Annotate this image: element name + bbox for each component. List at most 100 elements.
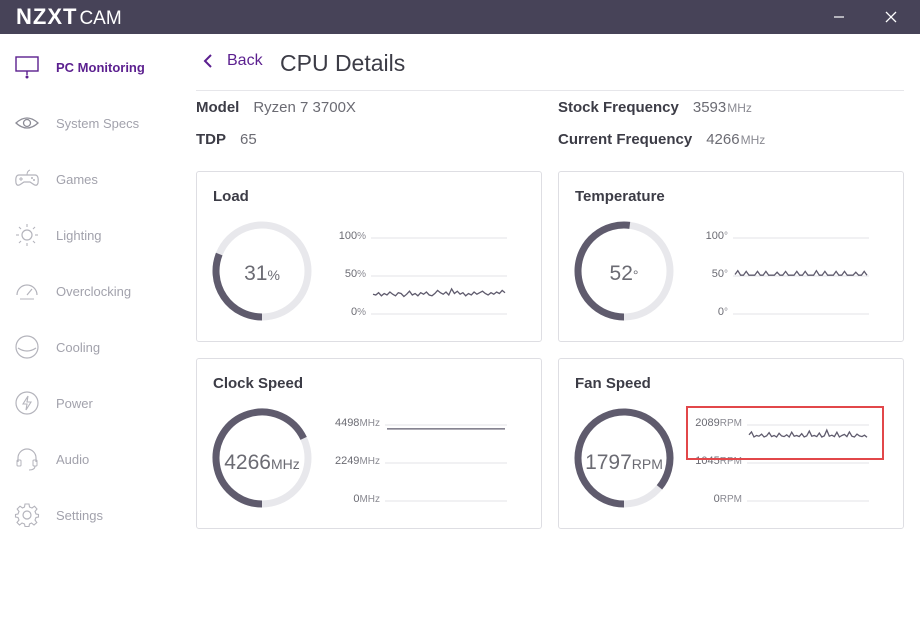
card-title: Load xyxy=(213,188,249,205)
chart-tick: 100% xyxy=(338,230,366,242)
spec-label: TDP xyxy=(196,131,226,148)
sidebar-item-label: Settings xyxy=(56,507,103,523)
eye-icon xyxy=(15,117,39,129)
chart-tick: 0RPM xyxy=(713,493,742,505)
chart-series-line xyxy=(748,428,868,439)
sidebar-item-label: Overclocking xyxy=(56,283,132,299)
spec-current-frequency: Current Frequency 4266 MHz xyxy=(558,131,765,148)
card-title: Clock Speed xyxy=(213,375,304,392)
app-logo: NZXT CAM xyxy=(16,4,122,30)
load-chart xyxy=(371,237,507,315)
sidebar-item-label: Cooling xyxy=(56,339,101,355)
sidebar-item-label: Games xyxy=(56,171,98,187)
minimize-button[interactable] xyxy=(816,0,862,34)
gauge-unit: MHz xyxy=(270,456,300,472)
spec-unit: MHz xyxy=(727,101,752,115)
temperature-chart xyxy=(733,237,869,315)
gear-icon xyxy=(14,503,40,528)
clock-speed-card: Clock Speed 4266MHz xyxy=(196,358,542,529)
gauge-number: 4266 xyxy=(224,451,271,474)
chart-series-line xyxy=(734,269,868,276)
spec-model: Model Ryzen 7 3700X xyxy=(196,99,356,116)
sun-icon xyxy=(16,224,38,246)
gauge-unit: ° xyxy=(632,267,639,283)
gauge-value: 31% xyxy=(209,262,315,286)
sidebar-item-system-specs[interactable]: System Specs xyxy=(14,105,174,141)
chart-tick: 2089RPM xyxy=(695,417,742,429)
minimize-icon xyxy=(834,16,844,18)
sidebar-item-lighting[interactable]: Lighting xyxy=(14,217,174,253)
gauge-number: 52 xyxy=(609,262,633,285)
chart-tick: 0MHz xyxy=(353,493,380,505)
monitor-icon xyxy=(15,56,39,79)
chart-tick: 0% xyxy=(350,306,366,318)
cooling-icon xyxy=(15,335,39,359)
spec-stock-frequency: Stock Frequency 3593 MHz xyxy=(558,99,752,116)
close-icon xyxy=(885,11,897,23)
chart-tick: 100° xyxy=(705,230,728,242)
sidebar-item-label: Power xyxy=(56,395,93,411)
gauge-fill xyxy=(574,221,631,321)
title-bar: NZXT CAM xyxy=(0,0,920,34)
highlight-box xyxy=(686,406,884,460)
gauge-fill xyxy=(212,408,307,508)
chart-tick: 0° xyxy=(717,306,728,318)
spec-value: Ryzen 7 3700X xyxy=(253,99,356,116)
spec-value: 3593 xyxy=(692,99,727,116)
gamepad-icon xyxy=(15,169,39,186)
speedometer-icon xyxy=(16,284,38,300)
headset-icon xyxy=(16,448,38,471)
sidebar-item-settings[interactable]: Settings xyxy=(14,497,174,533)
gauge-fill xyxy=(212,252,263,321)
spec-label: Current Frequency xyxy=(558,131,693,148)
clock-speed-gauge xyxy=(212,408,312,508)
spec-unit: MHz xyxy=(740,133,766,147)
sidebar-item-power[interactable]: Power xyxy=(14,385,174,421)
spec-value: 4266 xyxy=(706,131,740,148)
card-title: Temperature xyxy=(575,188,665,205)
logo-brand: NZXT xyxy=(16,4,78,29)
chart-tick: 2249MHz xyxy=(334,455,380,467)
sidebar-item-overclocking[interactable]: Overclocking xyxy=(14,273,174,309)
sidebar-item-pc-monitoring[interactable]: PC Monitoring xyxy=(14,49,174,85)
chevron-left-icon xyxy=(203,54,212,68)
sidebar-item-label: Lighting xyxy=(56,227,102,243)
gauge-number: 31 xyxy=(244,262,268,285)
back-label: Back xyxy=(227,52,263,69)
fan-speed-card: Fan Speed 1797RPM xyxy=(558,358,904,529)
temperature-card: Temperature 52° xyxy=(558,171,904,342)
spec-label: Stock Frequency xyxy=(558,99,679,116)
chart-series-line xyxy=(372,287,506,298)
logo-name: CAM xyxy=(79,8,122,29)
sidebar-item-label: System Specs xyxy=(56,115,140,131)
gauge-value: 1797RPM xyxy=(571,451,677,475)
temperature-gauge xyxy=(574,221,674,321)
sidebar: PC Monitoring System Specs Games Lightin… xyxy=(0,34,180,640)
sidebar-item-label: Audio xyxy=(56,451,90,467)
gauge-number: 1797 xyxy=(585,451,632,474)
spec-tdp: TDP 65 xyxy=(196,131,257,148)
chart-tick: 4498MHz xyxy=(334,417,380,429)
fan-speed-chart xyxy=(747,424,869,502)
card-title: Fan Speed xyxy=(575,375,651,392)
gauge-fill xyxy=(574,408,674,508)
back-button[interactable]: Back xyxy=(203,52,263,70)
sidebar-item-games[interactable]: Games xyxy=(14,161,174,197)
spec-value: 65 xyxy=(240,131,257,148)
lightning-icon xyxy=(15,391,39,415)
load-card: Load 31% xyxy=(196,171,542,342)
sidebar-item-cooling[interactable]: Cooling xyxy=(14,329,174,365)
gauge-value: 52° xyxy=(571,262,677,286)
header-divider xyxy=(196,90,904,91)
chart-tick: 50% xyxy=(344,268,366,280)
gauge-value: 4266MHz xyxy=(209,451,315,475)
spec-label: Model xyxy=(196,99,240,116)
gauge-unit: % xyxy=(267,267,280,283)
sidebar-item-audio[interactable]: Audio xyxy=(14,441,174,477)
close-button[interactable] xyxy=(868,0,914,34)
page-title: CPU Details xyxy=(280,50,406,76)
gauge-unit: RPM xyxy=(631,456,663,472)
fan-speed-gauge xyxy=(574,408,674,508)
clock-speed-chart xyxy=(385,424,507,502)
chart-tick: 50° xyxy=(711,268,728,280)
